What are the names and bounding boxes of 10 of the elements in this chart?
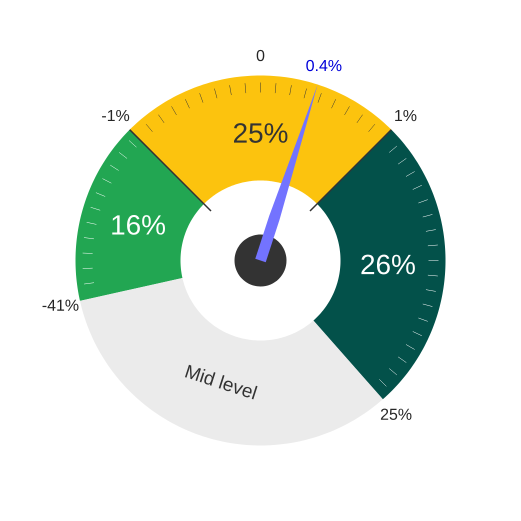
text: 25% bbox=[380, 408, 412, 420]
slice-label: 16% bbox=[112, 215, 165, 235]
slice-label: 26% bbox=[361, 254, 415, 274]
slice-label: 25% bbox=[234, 123, 288, 143]
text: -1% bbox=[102, 110, 130, 122]
text: 0 bbox=[256, 50, 264, 62]
slice-label: Mid level bbox=[184, 364, 258, 400]
text: 1% bbox=[395, 110, 416, 122]
text: -41% bbox=[42, 300, 78, 311]
text: 0.4% bbox=[306, 60, 342, 72]
